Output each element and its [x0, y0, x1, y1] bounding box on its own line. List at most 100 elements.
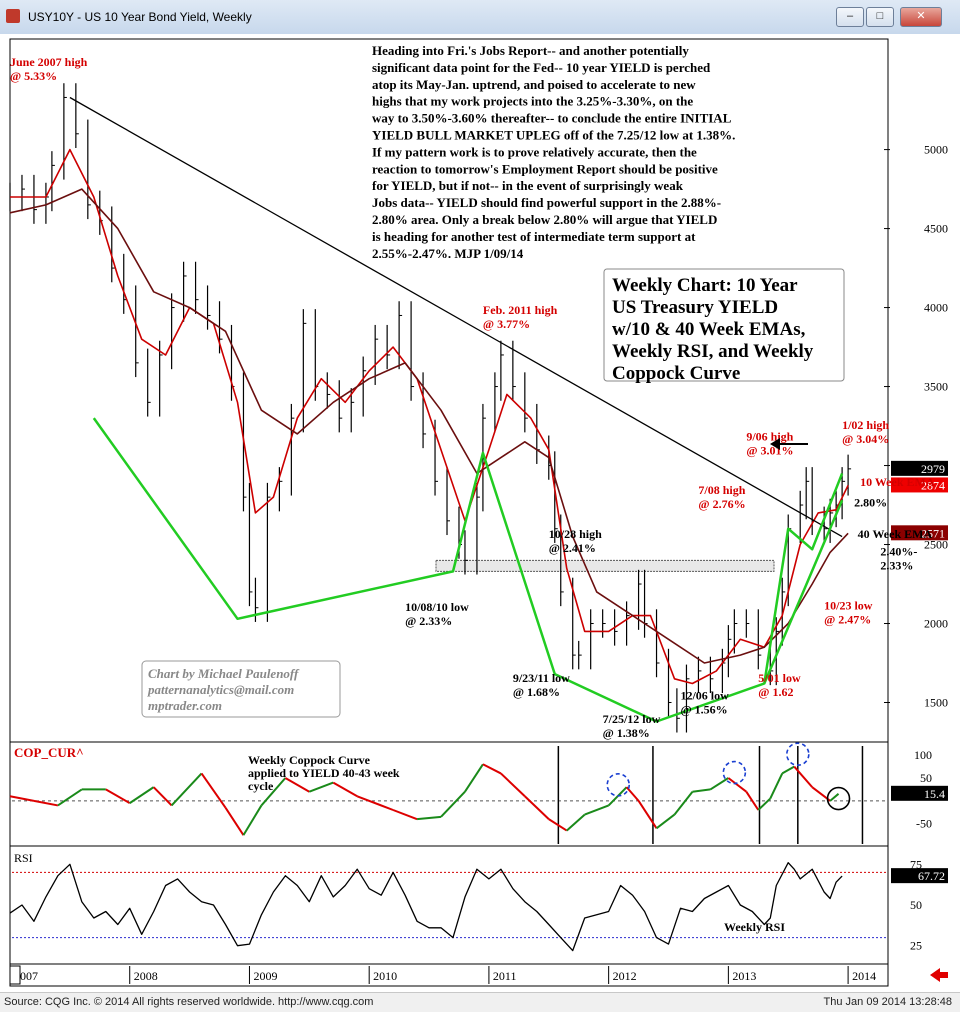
chart-frame: COP_CUR^ 100 50 -50 Weekly Coppock Curve appl…: [0, 34, 960, 992]
coppock-segment: [170, 772, 203, 807]
text-line: Heading into Fri.'s Jobs Report-- and an…: [372, 43, 689, 58]
coppock-value-badge-bg: [891, 785, 948, 801]
trendline-uptrend: [763, 499, 844, 684]
y-tick-label: 1500: [924, 696, 948, 710]
coppock-segment: [332, 781, 358, 798]
text-line: 7/08 high: [698, 483, 745, 497]
coppock-tick-label: 100: [914, 748, 932, 762]
x-tick-label: 2012: [613, 969, 637, 983]
ema40-line: [9, 188, 849, 664]
rsi-tick-label: 25: [910, 939, 922, 953]
annotation: 10/28 high @ 2.41%: [549, 527, 602, 555]
coppock-segment: [500, 772, 526, 798]
coppock-segment: [224, 807, 245, 836]
text-line: 40 Week EMA: [858, 527, 933, 541]
rsi-line: [9, 862, 843, 952]
coppock-segment: [356, 795, 394, 811]
coppock-caption: Weekly Coppock Curve applied to YIELD 40-…: [248, 753, 400, 793]
trendline-zigzag: [92, 417, 844, 723]
coppock-segment: [33, 799, 59, 807]
text-line: 2.55%-2.47%. MJP 1/09/14: [372, 246, 524, 261]
text-line: 5/01 low: [758, 671, 801, 685]
y-tick-label: 4000: [924, 301, 948, 315]
rsi-value-badge: 67.72: [918, 869, 945, 883]
text-line: Coppock Curve: [612, 363, 740, 384]
text-line: 9/06 high: [746, 429, 793, 443]
coppock-tick-label: -50: [916, 817, 932, 831]
coppock-circle: [722, 760, 747, 785]
text-line: w/10 & 40 Week EMAs,: [612, 319, 806, 340]
coppock-segment: [769, 772, 784, 800]
x-tick-label: 2010: [373, 969, 397, 983]
text-line: for YIELD, but if not-- in the event of …: [372, 178, 684, 193]
coppock-segment: [440, 791, 466, 818]
annotation: June 2007 high @ 5.33%: [10, 55, 88, 83]
text-line: @ 1.56%: [680, 702, 727, 716]
coppock-segment: [829, 793, 840, 802]
coppock-circle: [826, 786, 851, 811]
chart-canvas[interactable]: COP_CUR^ 100 50 -50 Weekly Coppock Curve appl…: [0, 34, 960, 992]
y-tick-label: 2500: [924, 538, 948, 552]
text-line: is heading for another test of intermedi…: [372, 229, 696, 244]
ema10-badge: 2874: [921, 478, 945, 492]
coppock-segment: [57, 788, 83, 807]
close-button[interactable]: ✕: [900, 7, 942, 27]
coppock-segment: [482, 763, 502, 775]
coppock-segment: [757, 797, 771, 811]
scrollbar-left-handle[interactable]: [9, 965, 21, 985]
minimize-button[interactable]: –: [836, 7, 864, 27]
annotation: Feb. 2011 high @ 3.77%: [483, 303, 558, 331]
support-zone: [435, 559, 775, 572]
annotation: 40 Week EMA: [858, 527, 933, 541]
coppock-segment: [284, 777, 310, 793]
maximize-button[interactable]: □: [866, 7, 894, 27]
text-line: 10/08/10 low: [405, 600, 469, 614]
text-line: cycle: [248, 779, 274, 793]
text-line: YIELD BULL MARKET UPLEG off of the 7.25/…: [372, 128, 735, 143]
text-line: 2.40%-: [880, 545, 917, 559]
x-tick-label: 2008: [134, 969, 158, 983]
text-line: highs that my work projects into the 3.2…: [372, 94, 693, 109]
coppock-segment: [566, 813, 586, 832]
coppock-segment: [392, 809, 418, 821]
coppock-segment: [584, 804, 609, 816]
text-line: reaction to tomorrow's Employment Report…: [372, 161, 718, 176]
text-line: significant data point for the Fed-- 10 …: [372, 60, 711, 75]
timestamp: Thu Jan 09 2014 13:28:48: [823, 996, 952, 1008]
annotation: 9/23/11 low @ 1.68%: [513, 671, 570, 699]
last-price-badge-bg: [891, 460, 948, 476]
app-icon: [6, 9, 20, 23]
rsi-tick-label: 50: [910, 898, 922, 912]
coppock-segment: [200, 772, 227, 809]
coppock-tick-label: 50: [920, 771, 932, 785]
text-line: atop its May-Jan. uptrend, and poised to…: [372, 77, 696, 92]
coppock-segment: [129, 786, 155, 804]
x-tick-label: 2011: [493, 969, 517, 983]
annotation: 2.80%: [854, 496, 887, 510]
annotation: 12/06 low @ 1.56%: [680, 688, 729, 716]
text-line: @ 2.33%: [405, 614, 452, 628]
text-line: way to 3.50%-3.60% thereafter-- to concl…: [372, 111, 732, 126]
coppock-segment: [692, 788, 711, 793]
text-line: @ 3.77%: [483, 317, 530, 331]
ema40-badge: 2571: [921, 526, 945, 540]
coppock-segment: [709, 777, 729, 791]
text-line: @ 2.47%: [824, 612, 871, 626]
ema40-badge-bg: [891, 525, 948, 541]
scroll-right-icon[interactable]: [930, 968, 948, 982]
coppock-segment: [524, 795, 550, 820]
window-title: USY10Y - US 10 Year Bond Yield, Weekly: [28, 10, 252, 24]
text-line: @ 1.62: [758, 685, 793, 699]
text-line: Weekly Coppock Curve: [248, 753, 371, 767]
y-tick-label: 2000: [924, 617, 948, 631]
coppock-segment: [727, 777, 747, 793]
annotation: 7/25/12 low @ 1.38%: [603, 712, 661, 740]
text-line: @ 5.33%: [10, 69, 57, 83]
annotation: 9/06 high @ 3.01%: [746, 429, 793, 457]
coppock-segment: [416, 815, 442, 821]
text-line: @ 2.76%: [698, 497, 745, 511]
text-line: 9/23/11 low: [513, 671, 570, 685]
rsi-label: RSI: [14, 851, 33, 865]
